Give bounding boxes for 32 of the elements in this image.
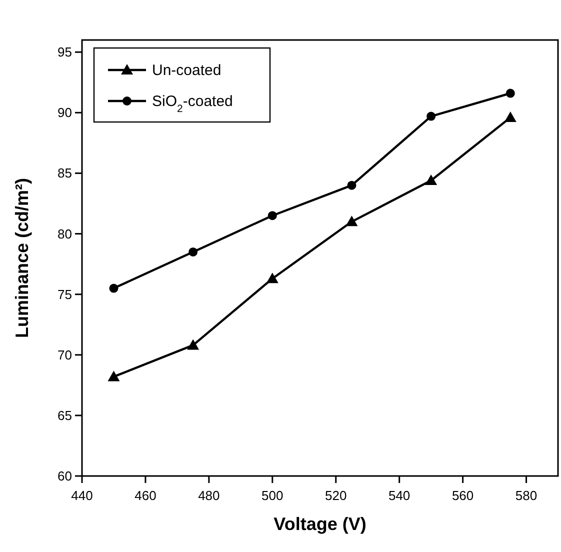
point xyxy=(187,339,200,350)
legend-label: SiO$_{2}$-coated xyxy=(152,93,233,115)
point xyxy=(506,88,515,98)
y-tick-label: 70 xyxy=(58,347,72,362)
x-tick-label: 460 xyxy=(134,488,156,503)
y-tick-label: 65 xyxy=(58,408,72,423)
x-tick-label: 440 xyxy=(71,488,93,503)
x-tick-label: 540 xyxy=(388,488,410,503)
y-tick-label: 80 xyxy=(58,226,72,242)
y-axis-title: Luminance (cd/m²) xyxy=(12,178,32,338)
x-axis-title: Voltage (V) xyxy=(274,514,366,534)
point xyxy=(108,370,120,382)
y-tick-label: 85 xyxy=(58,166,72,181)
point xyxy=(346,216,358,226)
point xyxy=(188,247,198,256)
point xyxy=(504,112,516,122)
legend-label: Un-coated xyxy=(152,62,222,79)
y-tick-label: 60 xyxy=(58,468,72,484)
x-tick-label: 500 xyxy=(262,488,284,503)
point xyxy=(266,272,278,284)
x-tick-label: 520 xyxy=(325,488,347,503)
point xyxy=(109,284,118,293)
point xyxy=(425,174,438,185)
x-tick-label: 480 xyxy=(198,488,220,503)
point xyxy=(426,112,436,121)
y-tick-label: 90 xyxy=(58,105,72,120)
y-tick-label: 95 xyxy=(58,44,72,60)
x-tick-label: 560 xyxy=(452,488,474,503)
point xyxy=(347,180,356,190)
x-tick-label: 580 xyxy=(515,488,538,503)
point xyxy=(268,211,277,220)
y-tick-label: 75 xyxy=(58,286,72,302)
